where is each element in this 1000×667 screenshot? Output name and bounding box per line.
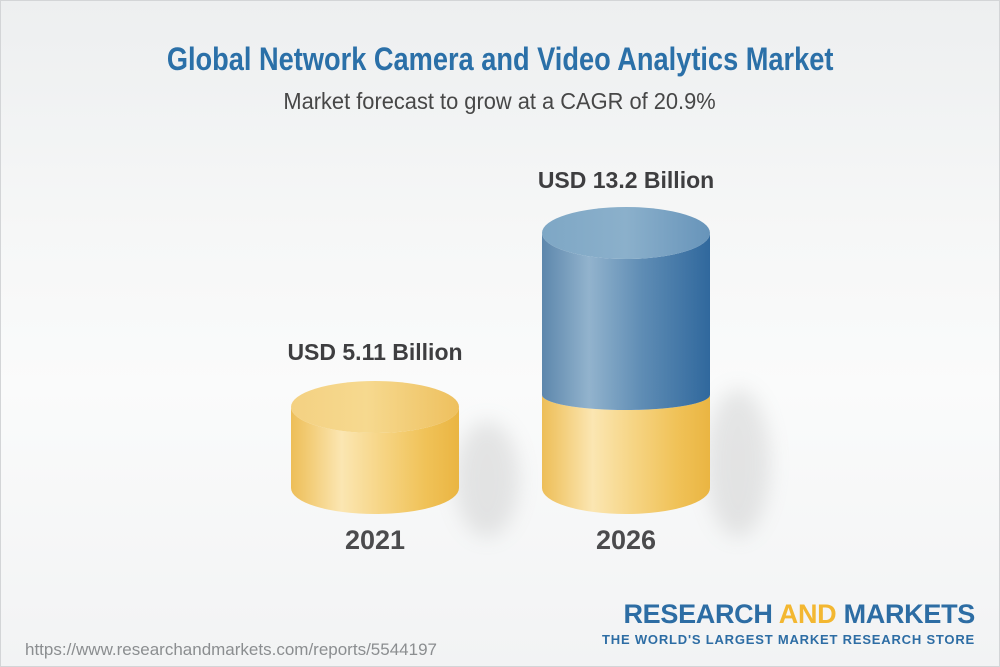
cylinder-2026-upper-segment <box>542 233 710 410</box>
page-subtitle: Market forecast to grow at a CAGR of 20.… <box>1 88 999 115</box>
value-label-2021: USD 5.11 Billion <box>287 339 463 365</box>
cylinder-2021-body <box>291 407 459 514</box>
page-title: Global Network Camera and Video Analytic… <box>1 41 999 78</box>
cylinder-2021-shadow <box>455 421 519 537</box>
cylinder-2021-top <box>291 381 459 433</box>
logo-wordmark: RESEARCH AND MARKETS <box>602 599 976 630</box>
category-label-2026: 2026 <box>595 525 657 555</box>
cylinder-2026-shadow <box>706 389 770 537</box>
research-and-markets-logo: RESEARCH AND MARKETS THE WORLD'S LARGEST… <box>602 599 976 647</box>
category-label-2021: 2021 <box>344 525 406 555</box>
logo-word-markets: MARKETS <box>843 599 976 629</box>
cylinder-2026-lower-segment <box>542 395 710 514</box>
value-label-2026: USD 13.2 Billion <box>537 167 715 193</box>
logo-tagline: THE WORLD'S LARGEST MARKET RESEARCH STOR… <box>602 631 975 647</box>
page-title-text: Global Network Camera and Video Analytic… <box>166 41 834 77</box>
page-subtitle-text: Market forecast to grow at a CAGR of 20.… <box>283 88 717 114</box>
report-url: https://www.researchandmarkets.com/repor… <box>25 640 437 659</box>
logo-word-and: AND <box>778 599 837 629</box>
cylinder-2026-top <box>542 207 710 259</box>
logo-word-research: RESEARCH <box>623 599 773 629</box>
